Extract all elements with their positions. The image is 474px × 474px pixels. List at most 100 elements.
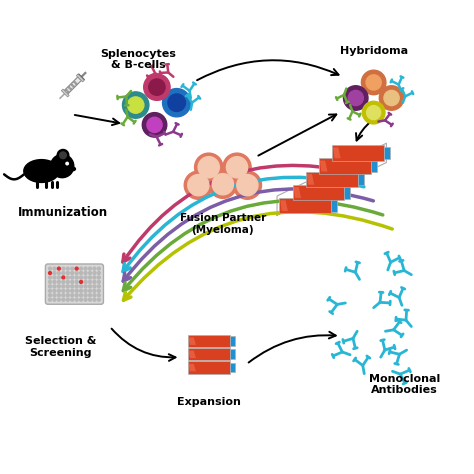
Text: Expansion: Expansion: [177, 397, 241, 407]
Polygon shape: [306, 172, 357, 187]
Circle shape: [62, 281, 65, 283]
Circle shape: [195, 153, 223, 182]
Circle shape: [57, 281, 60, 283]
Circle shape: [80, 289, 82, 292]
Circle shape: [80, 267, 82, 270]
Text: Hybridoma: Hybridoma: [339, 46, 408, 56]
Circle shape: [98, 276, 100, 279]
Circle shape: [57, 289, 60, 292]
Circle shape: [48, 285, 52, 288]
Circle shape: [75, 267, 78, 270]
Circle shape: [62, 298, 65, 301]
Circle shape: [66, 298, 69, 301]
Circle shape: [48, 289, 52, 292]
Polygon shape: [63, 76, 82, 95]
Circle shape: [223, 153, 251, 182]
Circle shape: [80, 294, 82, 297]
Polygon shape: [331, 200, 337, 212]
Polygon shape: [188, 335, 230, 347]
Circle shape: [84, 294, 87, 297]
FancyBboxPatch shape: [46, 264, 103, 304]
Circle shape: [62, 285, 65, 288]
Text: Monoclonal
Antibodies: Monoclonal Antibodies: [369, 374, 440, 395]
Circle shape: [68, 87, 70, 88]
Circle shape: [57, 294, 60, 297]
Circle shape: [66, 294, 69, 297]
Circle shape: [184, 171, 212, 199]
Circle shape: [80, 281, 82, 283]
Circle shape: [75, 281, 78, 283]
Polygon shape: [76, 74, 84, 82]
Circle shape: [62, 276, 65, 279]
Circle shape: [48, 267, 52, 270]
Circle shape: [142, 113, 167, 137]
Circle shape: [57, 276, 60, 279]
Circle shape: [209, 170, 237, 198]
Polygon shape: [292, 185, 345, 200]
Circle shape: [188, 174, 209, 196]
Circle shape: [67, 91, 69, 92]
Ellipse shape: [24, 160, 59, 182]
Circle shape: [53, 294, 56, 297]
Circle shape: [89, 281, 91, 283]
Circle shape: [75, 83, 77, 84]
Polygon shape: [230, 363, 235, 373]
Circle shape: [93, 294, 96, 297]
Circle shape: [93, 289, 96, 292]
Polygon shape: [78, 74, 84, 81]
Circle shape: [84, 276, 87, 279]
Circle shape: [89, 298, 91, 301]
Circle shape: [66, 162, 68, 165]
Text: Splenocytes
& B-cells: Splenocytes & B-cells: [100, 48, 176, 70]
Circle shape: [98, 281, 100, 283]
Polygon shape: [345, 186, 350, 199]
Circle shape: [57, 149, 69, 161]
Circle shape: [361, 70, 386, 95]
Polygon shape: [307, 174, 314, 185]
Circle shape: [98, 285, 100, 288]
Circle shape: [71, 276, 73, 279]
Circle shape: [71, 294, 73, 297]
Polygon shape: [61, 89, 69, 97]
Circle shape: [93, 281, 96, 283]
Circle shape: [212, 173, 234, 195]
Text: Immunization: Immunization: [18, 206, 108, 219]
Circle shape: [348, 91, 364, 106]
Circle shape: [75, 276, 78, 279]
Circle shape: [84, 281, 87, 283]
Circle shape: [57, 285, 60, 288]
Circle shape: [71, 298, 73, 301]
Circle shape: [73, 86, 74, 87]
Polygon shape: [279, 198, 331, 213]
Circle shape: [48, 272, 52, 274]
Circle shape: [71, 281, 73, 283]
Polygon shape: [189, 337, 196, 345]
Circle shape: [53, 281, 56, 283]
Polygon shape: [230, 349, 235, 359]
Polygon shape: [333, 147, 341, 158]
Circle shape: [93, 272, 96, 274]
Circle shape: [53, 285, 56, 288]
Circle shape: [71, 267, 73, 270]
Polygon shape: [293, 187, 301, 198]
Circle shape: [75, 272, 78, 274]
Circle shape: [149, 79, 165, 95]
Circle shape: [98, 267, 100, 270]
Circle shape: [168, 94, 185, 111]
Circle shape: [62, 294, 65, 297]
Circle shape: [237, 174, 258, 196]
Circle shape: [66, 285, 69, 288]
Polygon shape: [332, 145, 384, 161]
Circle shape: [84, 272, 87, 274]
Circle shape: [75, 285, 78, 288]
Circle shape: [71, 272, 73, 274]
Circle shape: [57, 267, 60, 270]
Polygon shape: [320, 161, 328, 172]
Circle shape: [367, 106, 381, 119]
Polygon shape: [189, 351, 196, 358]
Polygon shape: [384, 146, 390, 159]
Circle shape: [53, 267, 56, 270]
Circle shape: [198, 156, 219, 178]
Circle shape: [98, 272, 100, 274]
Polygon shape: [371, 160, 377, 173]
